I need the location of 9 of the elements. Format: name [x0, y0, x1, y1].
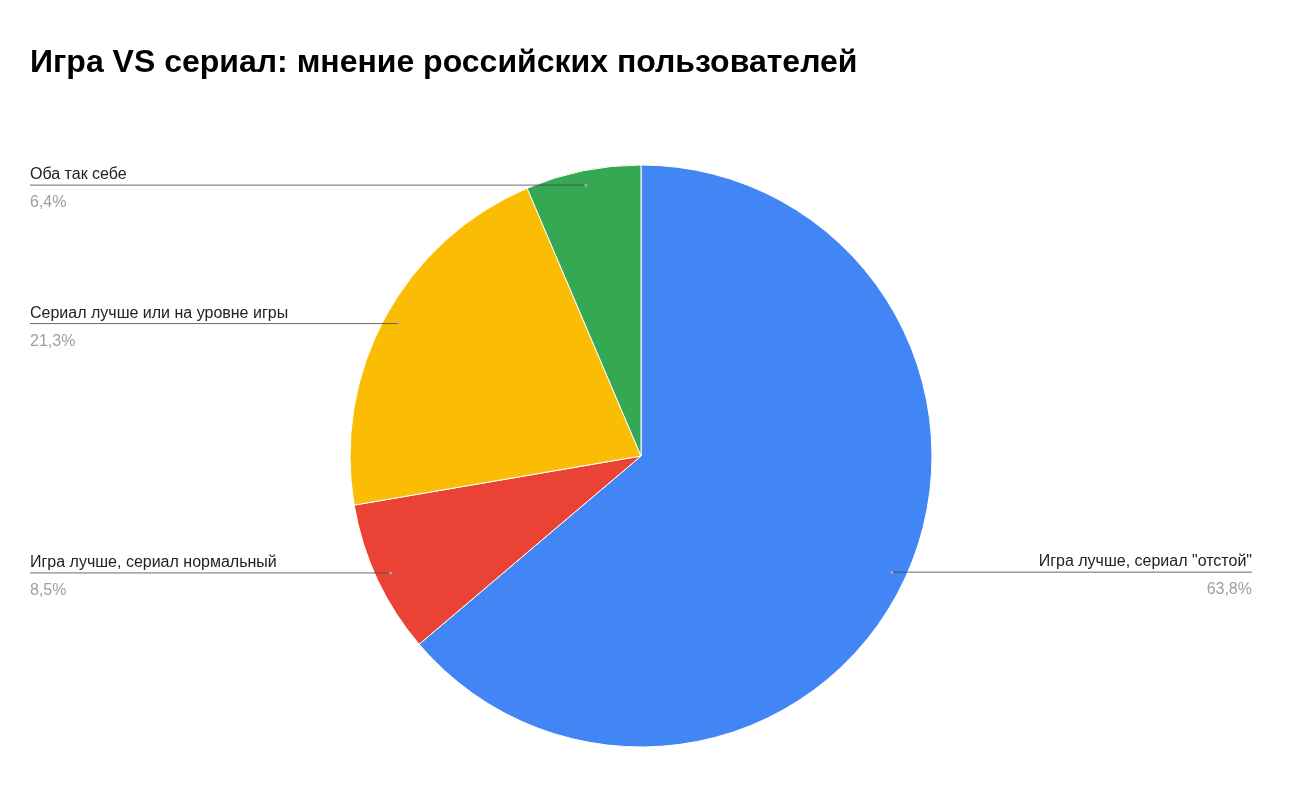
slice-label: Оба так себе — [30, 165, 127, 183]
chart-title: Игра VS сериал: мнение российских пользователей — [30, 43, 858, 79]
data-label: 8,5% — [30, 580, 67, 598]
data-label: 6,4% — [30, 193, 67, 211]
data-label: 63,8% — [1206, 580, 1252, 598]
slice-label: Игра лучше, сериал нормальный — [30, 552, 277, 570]
data-label: 21,3% — [30, 331, 76, 349]
slice-label: Сериал лучше или на уровне игры — [30, 303, 289, 321]
slice-label: Игра лучше, сериал "отстой" — [1038, 552, 1252, 570]
